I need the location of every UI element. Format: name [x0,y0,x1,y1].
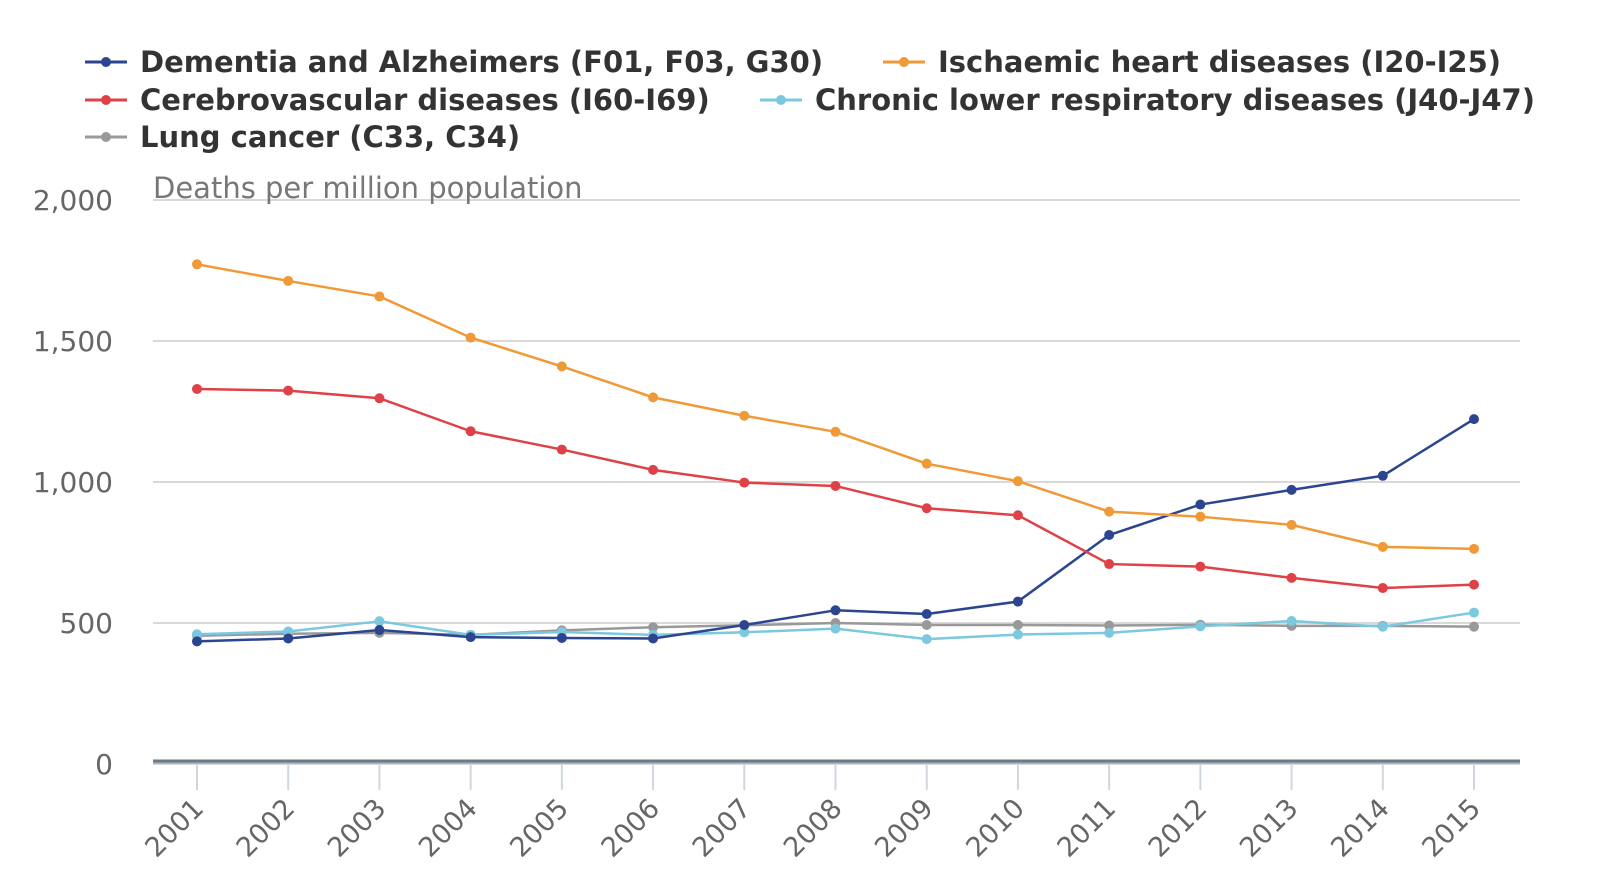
legend-item-label: Cerebrovascular diseases (I60-I69) [140,83,710,117]
y-axis-label: Deaths per million population [153,171,583,205]
legend-item-label: Lung cancer (C33, C34) [140,120,520,154]
x-tick-label: 2013 [1234,793,1305,864]
data-point-series-0 [556,632,567,643]
data-point-series-2 [921,503,932,514]
data-point-series-0 [192,636,202,647]
legend-item-label: Ischaemic heart diseases (I20-I25) [938,45,1501,79]
x-tick-label: 2014 [1325,793,1396,864]
data-point-series-4 [1469,621,1479,632]
x-tick-label: 2003 [322,793,393,864]
series-line-1 [196,263,1475,551]
data-point-series-2 [1469,579,1479,590]
data-point-series-3 [830,623,841,634]
x-tick-label: 2001 [139,793,210,864]
data-point-series-0 [739,619,750,630]
x-tick-label: 2010 [960,793,1031,864]
data-point-series-0 [465,632,476,643]
data-point-series-4 [648,622,659,633]
legend-swatch-marker[interactable] [776,95,786,105]
data-point-series-1 [921,458,932,469]
x-tick-label: 2012 [1143,793,1214,864]
data-point-series-2 [1286,572,1297,583]
y-tick-label: 1,000 [33,466,113,499]
data-point-series-1 [1104,506,1115,517]
data-point-series-3 [283,626,294,637]
data-point-series-3 [1286,616,1297,627]
data-point-series-1 [374,291,385,302]
data-point-series-1 [192,259,202,270]
data-point-series-1 [465,332,476,343]
data-point-series-1 [1469,543,1479,554]
data-point-series-0 [1286,484,1297,495]
data-point-series-0 [1195,499,1206,510]
data-point-series-3 [1012,629,1023,640]
data-point-series-1 [556,361,567,372]
legend-item-label: Chronic lower respiratory diseases (J40-… [815,83,1535,117]
x-tick-label: 2007 [687,793,758,864]
x-tick-label: 2009 [869,793,940,864]
data-point-series-0 [1469,414,1479,425]
data-point-series-4 [1012,619,1023,630]
data-point-series-2 [1012,510,1023,521]
data-point-series-3 [192,629,202,640]
legend-swatch-marker[interactable] [101,57,111,67]
data-point-series-1 [283,275,294,286]
data-point-series-0 [830,605,841,616]
x-tick-label: 2004 [413,793,484,864]
data-point-series-2 [465,426,476,437]
legend-swatch-marker[interactable] [101,132,111,142]
legend-item-label: Dementia and Alzheimers (F01, F03, G30) [140,45,823,79]
x-tick-label: 2008 [778,793,849,864]
legend-swatch-marker[interactable] [101,95,111,105]
data-point-series-2 [1104,559,1115,570]
y-tick-label: 1,500 [33,325,113,358]
data-point-series-2 [1377,583,1388,594]
data-point-series-0 [1012,596,1023,607]
data-point-series-1 [739,410,750,421]
data-point-series-3 [374,616,385,627]
data-point-series-0 [1104,530,1115,541]
data-point-series-2 [1195,561,1206,572]
data-point-series-2 [374,393,385,404]
data-point-series-3 [739,627,750,638]
y-tick-label: 0 [95,748,113,781]
data-point-series-2 [556,444,567,455]
data-point-series-1 [830,426,841,437]
data-point-series-3 [1377,621,1388,632]
data-point-series-4 [1104,620,1115,631]
x-tick-label: 2015 [1416,793,1487,864]
data-point-series-1 [1377,541,1388,552]
data-point-series-2 [192,383,202,394]
data-point-series-2 [739,477,750,488]
data-point-series-2 [283,385,294,396]
data-point-series-1 [1195,511,1206,522]
data-point-series-4 [921,619,932,630]
data-point-series-0 [283,633,294,644]
data-point-series-1 [1012,476,1023,487]
data-point-series-0 [921,608,932,619]
data-point-series-1 [648,392,659,403]
data-point-series-2 [830,480,841,491]
data-point-series-3 [921,634,932,645]
data-point-series-0 [374,625,385,636]
x-tick-label: 2011 [1052,793,1123,864]
x-tick-label: 2002 [231,793,302,864]
x-tick-label: 2006 [596,793,667,864]
y-tick-label: 500 [60,607,113,640]
data-point-series-1 [1286,519,1297,530]
data-point-series-2 [648,464,659,475]
data-point-series-0 [1377,470,1388,481]
data-point-series-0 [648,633,659,644]
data-point-series-3 [1469,607,1479,618]
x-tick-label: 2005 [504,793,575,864]
data-point-series-3 [1104,627,1115,638]
legend-swatch-marker[interactable] [899,57,909,67]
y-tick-label: 2,000 [33,184,113,217]
data-point-series-3 [1195,621,1206,632]
